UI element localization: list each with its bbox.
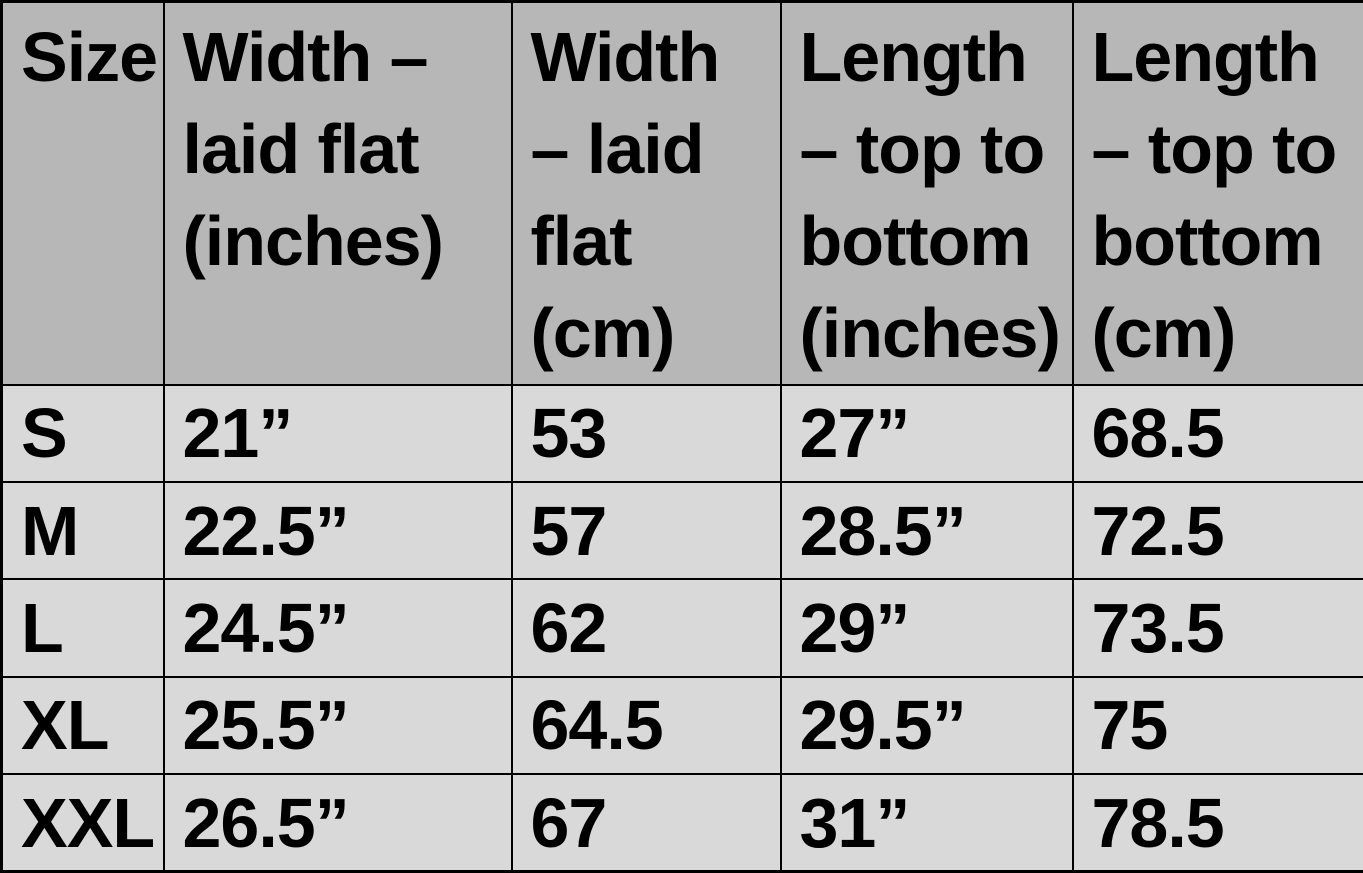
column-header-length-inches: Length – top to bottom (inches)	[779, 0, 1074, 386]
value-cell: 53	[510, 383, 782, 483]
value-cell: 26.5”	[162, 773, 513, 873]
value-cell: 22.5”	[162, 480, 513, 581]
value-cell: 57	[510, 480, 782, 581]
column-header-length-cm: Length – top to bottom (cm)	[1071, 0, 1363, 386]
size-cell: M	[0, 480, 165, 581]
table-row-xxl: XXL 26.5” 67 31” 78.5	[0, 773, 1363, 873]
column-header-size: Size	[0, 0, 165, 386]
value-cell: 72.5	[1071, 480, 1363, 581]
size-cell: L	[0, 578, 165, 678]
table-row-m: M 22.5” 57 28.5” 72.5	[0, 480, 1363, 581]
value-cell: 27”	[779, 383, 1074, 483]
value-cell: 24.5”	[162, 578, 513, 678]
value-cell: 67	[510, 773, 782, 873]
value-cell: 31”	[779, 773, 1074, 873]
size-cell: XL	[0, 675, 165, 776]
column-header-width-inches: Width – laid flat (inches)	[162, 0, 513, 386]
column-header-width-cm: Width – laid flat (cm)	[510, 0, 782, 386]
value-cell: 73.5	[1071, 578, 1363, 678]
table-row-s: S 21” 53 27” 68.5	[0, 383, 1363, 483]
value-cell: 29”	[779, 578, 1074, 678]
value-cell: 29.5”	[779, 675, 1074, 776]
value-cell: 21”	[162, 383, 513, 483]
value-cell: 28.5”	[779, 480, 1074, 581]
value-cell: 64.5	[510, 675, 782, 776]
table-row-xl: XL 25.5” 64.5 29.5” 75	[0, 675, 1363, 776]
value-cell: 78.5	[1071, 773, 1363, 873]
size-cell: S	[0, 383, 165, 483]
table-row-l: L 24.5” 62 29” 73.5	[0, 578, 1363, 678]
size-cell: XXL	[0, 773, 165, 873]
value-cell: 68.5	[1071, 383, 1363, 483]
value-cell: 75	[1071, 675, 1363, 776]
value-cell: 62	[510, 578, 782, 678]
value-cell: 25.5”	[162, 675, 513, 776]
table-header-row: Size Width – laid flat (inches) Width – …	[0, 0, 1363, 386]
